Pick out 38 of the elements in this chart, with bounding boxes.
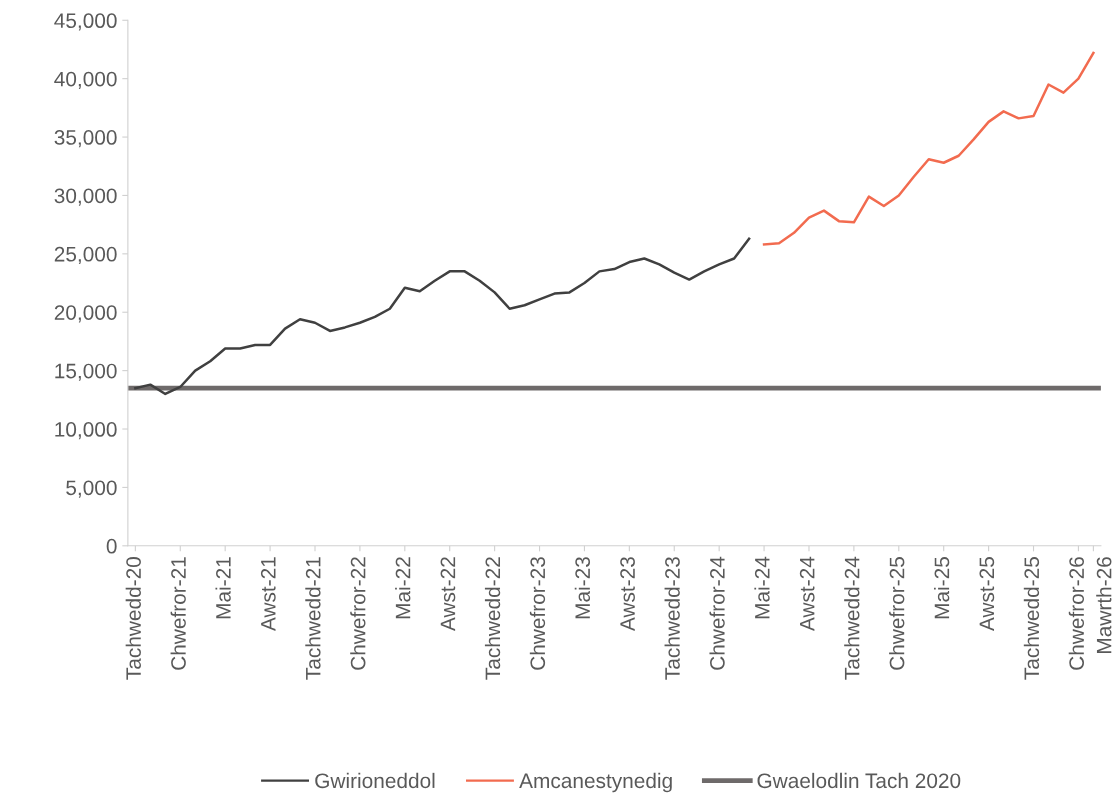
y-tick-label: 20,000	[54, 305, 117, 323]
x-tick-label: Chwefror-23	[529, 557, 546, 670]
legend-label: Gwaelodlin Tach 2020	[757, 772, 961, 789]
x-tick-label: Tachwedd-25	[1023, 557, 1040, 680]
y-tick-label: 35,000	[54, 130, 117, 148]
legend-label: Amcanestynedig	[519, 772, 672, 793]
x-tick-label: Tachwedd-21	[305, 557, 321, 680]
x-tick-label: Mai-21	[215, 557, 231, 619]
x-tick-label: Awst-21	[260, 557, 276, 632]
y-tick-label: 45,000	[54, 13, 117, 31]
x-tick-label: Awst-22	[440, 557, 456, 632]
x-tick-label: Chwefror-26	[1068, 557, 1085, 670]
y-tick-label: 10,000	[55, 422, 117, 440]
x-tick-label: Chwefror-21	[170, 557, 186, 670]
x-tick-label: Chwefror-25	[889, 557, 905, 670]
y-tick-label: 40,000	[54, 71, 117, 89]
y-tick-label: 0	[106, 538, 117, 554]
x-tick-label: Mai-22	[395, 557, 411, 619]
line-series	[762, 51, 1095, 246]
y-tick-label: 5,000	[66, 480, 117, 498]
x-tick-label: Mai-23	[574, 557, 591, 619]
x-tick-label: Mai-24	[754, 556, 770, 619]
x-tick-label: Mawrth-26	[1096, 557, 1112, 653]
x-tick-label: Tachwedd-23	[664, 557, 680, 680]
x-tick-label: Awst-24	[799, 556, 815, 632]
legend-label: Gwirioneddol	[315, 772, 435, 789]
x-tick-label: Tachwedd-20	[125, 557, 141, 680]
x-tick-label: Mai-25	[933, 557, 950, 619]
x-tick-label: Awst-23	[620, 557, 635, 632]
x-tick-label: Awst-25	[979, 557, 995, 632]
y-tick-label: 25,000	[54, 246, 117, 265]
x-tick-label: Chwefror-22	[350, 557, 366, 670]
x-tick-label: Chwefror-24	[709, 556, 725, 670]
y-tick-label: 30,000	[54, 188, 117, 206]
x-tick-label: Tachwedd-22	[484, 557, 501, 680]
y-tick-label: 15,000	[55, 363, 117, 381]
x-tick-label: Tachwedd-24	[844, 556, 860, 680]
line-series	[134, 237, 751, 396]
